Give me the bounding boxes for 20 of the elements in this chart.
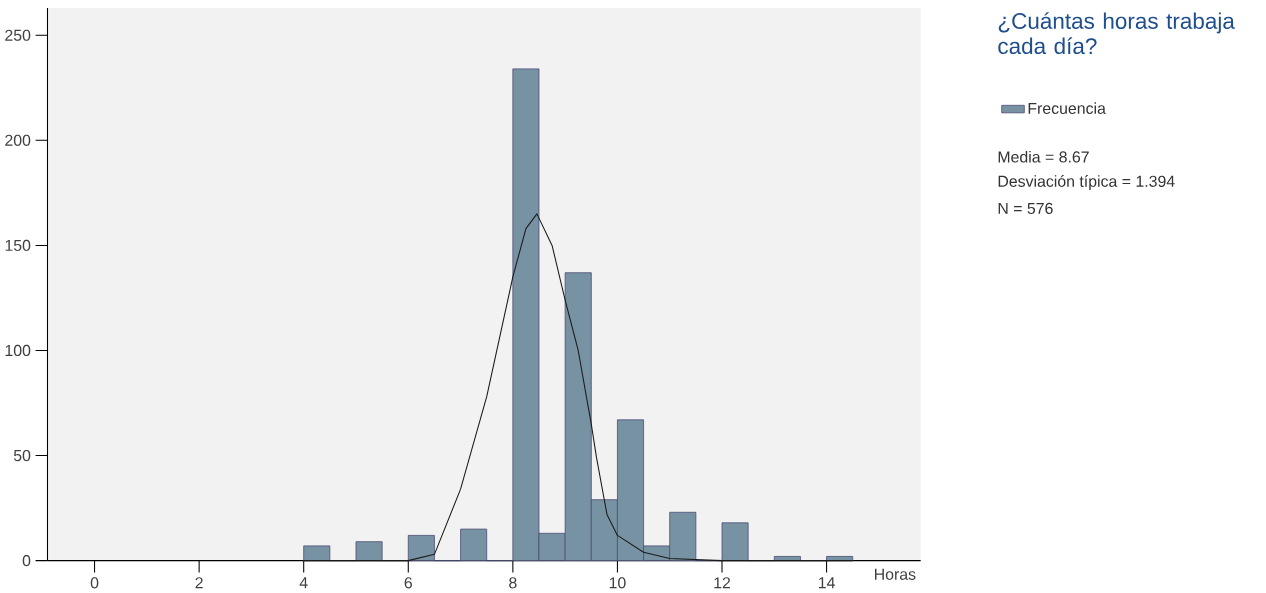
- text: ¿Cuántas horas trabaja cada día?: [998, 12, 1235, 55]
- x-tick-label: 12: [714, 577, 731, 589]
- x-tick-label: 14: [818, 577, 835, 589]
- x-tick-label: 8: [509, 577, 517, 589]
- y-tick-label: 250: [5, 29, 31, 41]
- y-tick-label: 100: [5, 344, 31, 357]
- legend-label: Frecuencia: [1028, 102, 1106, 115]
- y-tick-label: 200: [5, 134, 31, 146]
- x-axis-title: Horas: [875, 568, 916, 580]
- y-tick-label: 50: [13, 450, 31, 462]
- x-tick-label: 4: [299, 577, 308, 589]
- y-tick-label: 150: [5, 239, 31, 252]
- text: Desviación típica = 1.394: [998, 175, 1175, 191]
- x-tick-label: 6: [404, 577, 412, 589]
- x-tick-label: 2: [195, 577, 203, 589]
- x-tick-label: 0: [90, 577, 99, 589]
- x-tick-label: 10: [609, 577, 626, 589]
- y-tick-label: 0: [22, 555, 31, 567]
- text: N = 576: [998, 202, 1053, 215]
- text: Media = 8.67: [998, 151, 1089, 163]
